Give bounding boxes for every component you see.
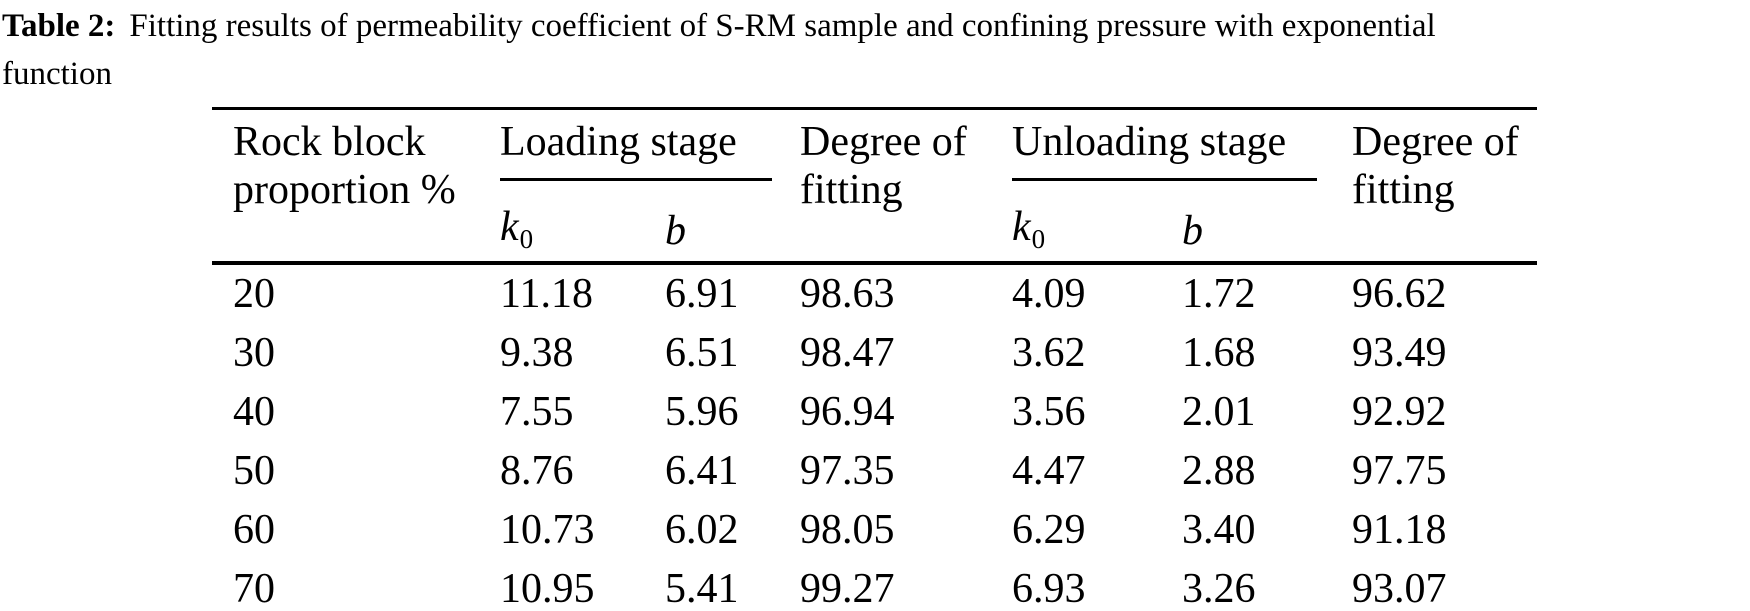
cell-loading-b: 5.96	[665, 389, 739, 435]
cell-loading-k0: 10.73	[500, 507, 595, 553]
header-degree-of-fitting-loading: Degree of fitting	[800, 108, 1012, 265]
cell-loading-degree-of-fitting: 98.63	[800, 271, 895, 317]
k-symbol: k	[500, 204, 519, 250]
header-unloading-b: b	[1182, 188, 1352, 265]
header-rock-block-line1: Rock block	[233, 119, 426, 165]
table-caption: Table 2: Fitting results of permeability …	[2, 2, 1747, 98]
cell-loading-degree-of-fitting: 96.94	[800, 389, 895, 435]
cell-loading-degree-of-fitting: 97.35	[800, 448, 895, 494]
cell-unloading-k0: 4.09	[1012, 271, 1086, 317]
table-row: 30 9.38 6.51 98.47 3.62 1.68 93.49	[212, 324, 1537, 383]
k-subscript: 0	[1031, 224, 1046, 254]
cell-unloading-degree-of-fitting: 96.62	[1352, 271, 1447, 317]
cell-unloading-b: 2.01	[1182, 389, 1256, 435]
table-row: 40 7.55 5.96 96.94 3.56 2.01 92.92	[212, 383, 1537, 442]
cell-unloading-k0: 6.29	[1012, 507, 1086, 553]
table-row: 20 11.18 6.91 98.63 4.09 1.72 96.62	[212, 263, 1537, 324]
k-symbol: k	[1012, 204, 1031, 250]
cell-loading-degree-of-fitting: 98.05	[800, 507, 895, 553]
cell-unloading-k0: 4.47	[1012, 448, 1086, 494]
cell-loading-k0: 11.18	[500, 271, 593, 317]
header-degree-line1: Degree of	[1352, 119, 1519, 165]
b-symbol: b	[1182, 208, 1203, 254]
cell-unloading-degree-of-fitting: 93.49	[1352, 330, 1447, 376]
header-degree-line2: fitting	[800, 167, 903, 213]
cell-unloading-degree-of-fitting: 93.07	[1352, 566, 1447, 611]
table-caption-label: Table 2:	[2, 8, 116, 44]
header-loading-b: b	[665, 188, 800, 265]
cell-rock-block-proportion: 20	[233, 271, 275, 317]
cell-loading-b: 6.91	[665, 271, 739, 317]
cell-unloading-k0: 6.93	[1012, 566, 1086, 611]
table-header: Rock block proportion % Loading stage De…	[212, 108, 1537, 265]
k-subscript: 0	[519, 224, 534, 254]
cell-unloading-degree-of-fitting: 97.75	[1352, 448, 1447, 494]
cell-unloading-b: 3.26	[1182, 566, 1256, 611]
header-loading-stage: Loading stage	[500, 109, 800, 189]
cell-unloading-b: 1.72	[1182, 271, 1256, 317]
table-row: 70 10.95 5.41 99.27 6.93 3.26 93.07	[212, 560, 1537, 611]
table-caption-text-line1: Fitting results of permeability coeffici…	[129, 8, 1436, 44]
cell-rock-block-proportion: 40	[233, 389, 275, 435]
cell-loading-b: 6.41	[665, 448, 739, 494]
cell-unloading-b: 3.40	[1182, 507, 1256, 553]
cell-unloading-degree-of-fitting: 92.92	[1352, 389, 1447, 435]
cell-unloading-b: 2.88	[1182, 448, 1256, 494]
header-degree-of-fitting-unloading: Degree of fitting	[1352, 108, 1537, 265]
cell-loading-k0: 10.95	[500, 566, 595, 611]
header-degree-line2: fitting	[1352, 167, 1455, 213]
cell-rock-block-proportion: 60	[233, 507, 275, 553]
header-degree-line1: Degree of	[800, 119, 967, 165]
cell-loading-k0: 9.38	[500, 330, 574, 376]
cell-rock-block-proportion: 70	[233, 566, 275, 611]
header-loading-k0: k0	[500, 188, 665, 265]
header-unloading-k0: k0	[1012, 188, 1182, 265]
b-symbol: b	[665, 208, 686, 254]
header-rock-block-line2: proportion %	[233, 167, 456, 213]
table-row: 60 10.73 6.02 98.05 6.29 3.40 91.18	[212, 501, 1537, 560]
cell-rock-block-proportion: 50	[233, 448, 275, 494]
cell-loading-k0: 7.55	[500, 389, 574, 435]
table-body: 20 11.18 6.91 98.63 4.09 1.72 96.62 30 9…	[212, 263, 1537, 611]
cell-unloading-degree-of-fitting: 91.18	[1352, 507, 1447, 553]
cell-rock-block-proportion: 30	[233, 330, 275, 376]
results-table-container: Rock block proportion % Loading stage De…	[212, 107, 1537, 611]
cell-loading-degree-of-fitting: 98.47	[800, 330, 895, 376]
header-loading-stage-label: Loading stage	[500, 119, 737, 165]
table-caption-text-line2: function	[2, 56, 112, 92]
cell-unloading-k0: 3.62	[1012, 330, 1086, 376]
cell-loading-b: 5.41	[665, 566, 739, 611]
cell-loading-degree-of-fitting: 99.27	[800, 566, 895, 611]
header-unloading-stage: Unloading stage	[1012, 109, 1352, 189]
cell-unloading-b: 1.68	[1182, 330, 1256, 376]
header-unloading-stage-label: Unloading stage	[1012, 119, 1287, 165]
cell-loading-k0: 8.76	[500, 448, 574, 494]
results-table: Rock block proportion % Loading stage De…	[212, 107, 1537, 611]
cell-loading-b: 6.02	[665, 507, 739, 553]
header-rock-block-proportion: Rock block proportion %	[212, 108, 500, 265]
cell-unloading-k0: 3.56	[1012, 389, 1086, 435]
table-row: 50 8.76 6.41 97.35 4.47 2.88 97.75	[212, 442, 1537, 501]
cell-loading-b: 6.51	[665, 330, 739, 376]
